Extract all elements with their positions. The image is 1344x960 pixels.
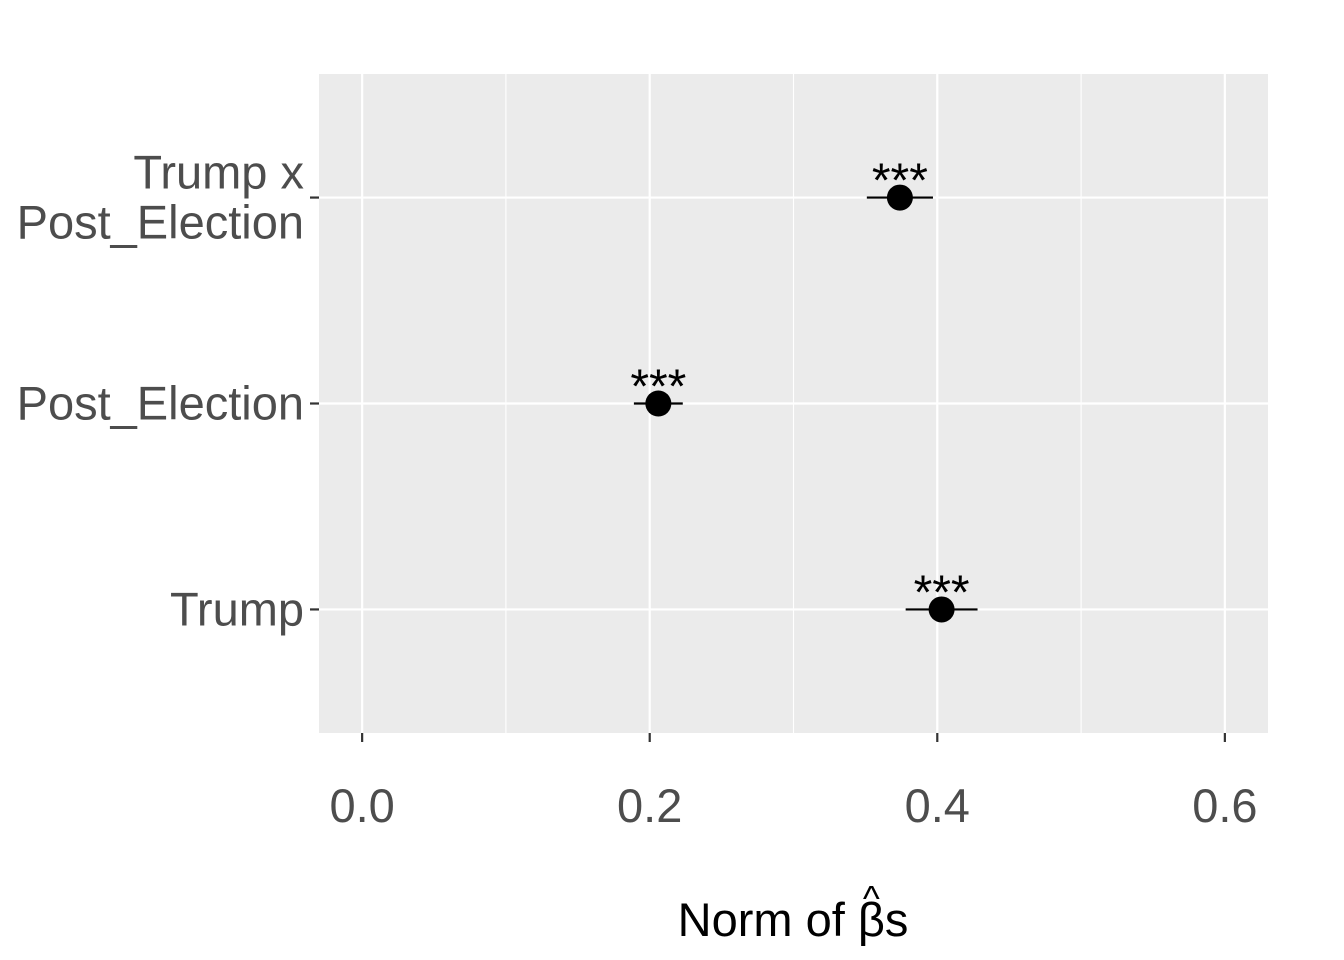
x-axis-title-symbol: β	[858, 893, 885, 946]
axis-ticks	[310, 196, 1226, 742]
estimate-point	[645, 390, 672, 417]
x-axis-title-suffix: s	[885, 893, 909, 946]
x-tick-label: 0.6	[1192, 779, 1257, 832]
y-tick-label: Post_Election	[17, 377, 304, 430]
x-tick-label: 0.2	[617, 779, 682, 832]
data-marks: *** *** ***	[630, 155, 978, 623]
estimate-point	[886, 184, 913, 211]
grid-lines	[319, 74, 1268, 733]
estimate-point	[928, 596, 955, 623]
y-tick-label: Post_Election	[17, 196, 304, 249]
x-axis-tick-labels: 0.0 0.2 0.4 0.6	[329, 779, 1257, 832]
x-tick-label: 0.0	[329, 779, 394, 832]
significance-label: ***	[872, 155, 928, 208]
y-tick-label: Trump x	[133, 146, 304, 199]
y-tick-label: Trump	[170, 582, 304, 635]
significance-label: ***	[630, 361, 686, 414]
significance-label: ***	[914, 566, 970, 619]
x-axis-title: Norm of βs	[678, 893, 909, 946]
x-axis-title-prefix: Norm of	[678, 893, 858, 946]
x-tick-label: 0.4	[905, 779, 970, 832]
x-axis-title-hat: ^	[863, 878, 880, 919]
